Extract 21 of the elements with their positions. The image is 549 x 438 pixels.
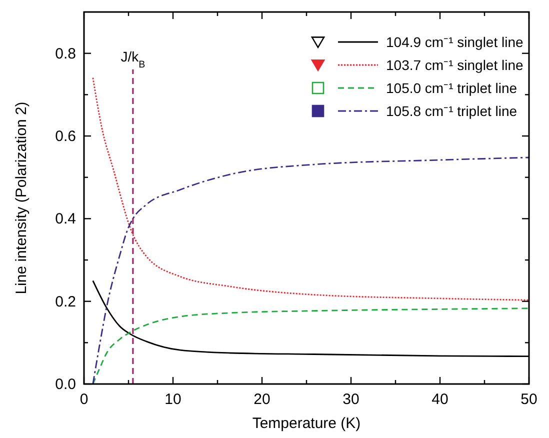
text: 0.0	[55, 376, 76, 393]
line-series	[92, 156, 530, 385]
line-series	[92, 77, 530, 301]
ref-line-label: J/k$_{B}$	[120, 48, 146, 70]
y-tick-label: 0.4	[55, 210, 76, 228]
legend-label: 105.0 cm⁻¹ triplet line	[386, 80, 518, 96]
x-tick-label: 10	[164, 391, 182, 408]
y-axis-title: Line intensity (Polarization 2)	[13, 102, 30, 294]
x-tick-label: 20	[254, 391, 270, 408]
legend-label: 105.8 cm⁻¹ triplet line	[386, 103, 518, 119]
line-series	[92, 308, 530, 385]
y-tick-label: 0.2	[55, 293, 76, 310]
y-tick-label: 0.8	[55, 45, 76, 62]
y-tick-label: 0.6	[55, 128, 76, 145]
x-tick-label: 50	[520, 391, 538, 408]
x-tick-label: 40	[432, 391, 448, 408]
x-tick-label: 0	[80, 391, 88, 408]
x-axis-title: Temperature (K)	[252, 415, 361, 432]
legend-label: 103.7 cm⁻¹ singlet line	[386, 57, 524, 73]
legend-label: 104.9 cm⁻¹ singlet line	[386, 34, 524, 50]
x-tick-label: 30	[342, 391, 360, 408]
